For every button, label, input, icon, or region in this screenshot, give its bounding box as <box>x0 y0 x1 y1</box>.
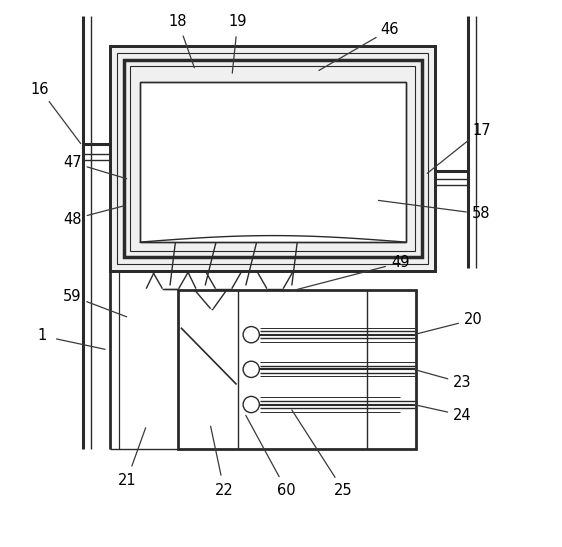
Text: 16: 16 <box>31 82 49 97</box>
Text: 18: 18 <box>169 14 187 29</box>
Text: 17: 17 <box>472 123 491 137</box>
Text: 46: 46 <box>380 22 398 37</box>
Bar <box>130 66 415 251</box>
Text: 24: 24 <box>453 408 472 423</box>
Bar <box>140 83 406 242</box>
Bar <box>140 83 406 242</box>
Bar <box>124 60 422 257</box>
Text: 48: 48 <box>64 212 82 227</box>
Text: 49: 49 <box>391 255 409 270</box>
Text: 23: 23 <box>453 375 472 391</box>
Text: 1: 1 <box>37 328 46 344</box>
Text: 19: 19 <box>228 14 247 29</box>
Text: 60: 60 <box>277 482 296 498</box>
Text: 58: 58 <box>472 206 491 222</box>
Text: 59: 59 <box>64 289 82 304</box>
Text: 22: 22 <box>215 482 234 498</box>
Text: 25: 25 <box>334 482 352 498</box>
Text: 47: 47 <box>64 155 82 170</box>
Bar <box>111 46 436 271</box>
Bar <box>178 290 416 450</box>
Text: 20: 20 <box>464 312 483 327</box>
Bar <box>117 53 428 264</box>
Text: 21: 21 <box>117 473 136 488</box>
Bar <box>111 46 436 271</box>
